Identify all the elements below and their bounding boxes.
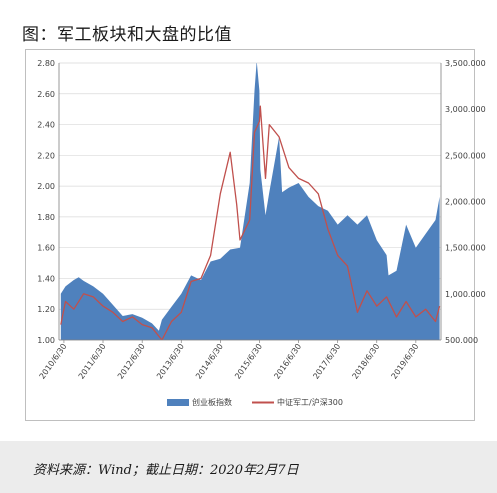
- line-series-layer: [60, 105, 441, 340]
- left-tick-label: 1.80: [37, 213, 55, 222]
- right-tick-label: 3,500.000: [445, 59, 486, 68]
- x-tick-label: 2017/6/30: [311, 342, 342, 381]
- legend-label-area: 创业板指数: [192, 397, 232, 407]
- x-tick-label: 2014/6/30: [194, 342, 225, 381]
- legend: 创业板指数 中证军工/沪深300: [167, 397, 343, 407]
- line-series: [60, 105, 441, 340]
- x-tick-label: 2016/6/30: [272, 342, 303, 381]
- source-bar: [0, 441, 497, 493]
- left-tick-label: 2.60: [37, 90, 55, 99]
- left-axis-ticks: 1.00 1.20 1.40 1.60 1.80 2.00 2.20 2.40 2.60 2.80: [37, 59, 55, 345]
- right-tick-label: 2,500.000: [445, 151, 486, 160]
- x-tick-label: 2019/6/30: [390, 342, 421, 381]
- source-note: 资料来源：Wind；截止日期：2020年2月7日: [33, 463, 299, 478]
- right-tick-label: 500.000: [445, 336, 478, 345]
- x-axis-ticks: 2010/6/30 2011/6/30 2012/6/30 2013/6/30 2014…: [38, 340, 421, 381]
- left-tick-label: 1.20: [37, 305, 55, 314]
- right-axis-ticks: 500.000 1,000.000 1,500.000 2,000.000 2,500.…: [445, 59, 486, 345]
- x-tick-label: 2010/6/30: [38, 342, 69, 381]
- left-tick-label: 2.00: [37, 182, 55, 191]
- x-tick-label: 2013/6/30: [155, 342, 186, 381]
- x-tick-label: 2011/6/30: [77, 342, 108, 381]
- right-tick-label: 2,000.000: [445, 198, 486, 207]
- legend-swatch-area: [167, 399, 189, 406]
- x-tick-label: 2012/6/30: [116, 342, 147, 381]
- left-tick-label: 1.60: [37, 244, 55, 253]
- right-tick-label: 1,500.000: [445, 244, 486, 253]
- left-tick-label: 1.40: [37, 274, 55, 283]
- left-tick-label: 2.20: [37, 151, 55, 160]
- right-tick-label: 3,000.000: [445, 105, 486, 114]
- left-tick-label: 1.00: [37, 336, 55, 345]
- x-tick-label: 2018/6/30: [350, 342, 381, 381]
- left-tick-label: 2.40: [37, 121, 55, 130]
- x-tick-label: 2015/6/30: [233, 342, 264, 381]
- page-title: 图：军工板块和大盘的比值: [22, 25, 232, 45]
- axes: [58, 63, 442, 341]
- right-tick-label: 1,000.000: [445, 290, 486, 299]
- legend-label-line: 中证军工/沪深300: [277, 397, 343, 407]
- left-tick-label: 2.80: [37, 59, 55, 68]
